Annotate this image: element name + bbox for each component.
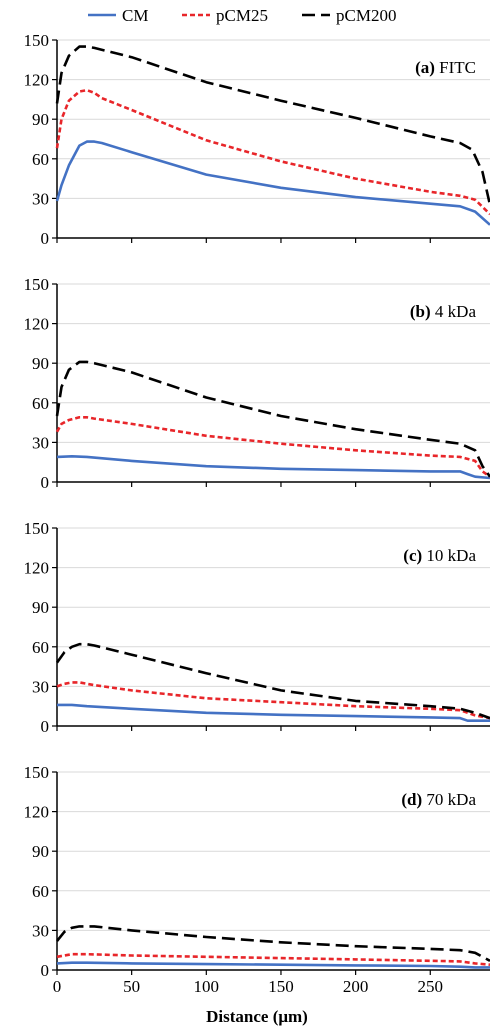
panel-name: FITC — [435, 58, 476, 77]
series-line-cm — [57, 705, 490, 721]
y-tick-label: 60 — [32, 882, 49, 901]
legend-label: CM — [122, 6, 148, 25]
panel-title: (c) 10 kDa — [403, 546, 476, 565]
x-tick-label: 0 — [53, 977, 62, 996]
y-tick-label: 120 — [24, 803, 50, 822]
y-tick-label: 30 — [32, 189, 49, 208]
panel-name: 10 kDa — [422, 546, 476, 565]
y-tick-label: 0 — [41, 229, 50, 248]
y-tick-label: 90 — [32, 110, 49, 129]
x-tick-label: 200 — [343, 977, 369, 996]
panel-letter: (b) — [410, 302, 431, 321]
y-tick-label: 120 — [24, 559, 50, 578]
y-tick-label: 150 — [24, 519, 50, 538]
x-tick-label: 150 — [268, 977, 294, 996]
legend: CM pCM25 pCM200 — [88, 6, 396, 25]
panel-title: (b) 4 kDa — [410, 302, 477, 321]
legend-item-pcm25: pCM25 — [182, 6, 268, 25]
y-tick-label: 90 — [32, 842, 49, 861]
y-tick-label: 150 — [24, 275, 50, 294]
y-tick-label: 120 — [24, 315, 50, 334]
y-tick-label: 30 — [32, 921, 49, 940]
series-line-cm — [57, 142, 490, 225]
panel-a: 0 30 60 90 120 150 (a) FITC — [24, 31, 490, 248]
y-tick-label: 60 — [32, 394, 49, 413]
x-tick-label: 250 — [418, 977, 444, 996]
y-tick-label: 0 — [41, 717, 50, 736]
y-tick-label: 0 — [41, 961, 50, 980]
panel-letter: (d) — [401, 790, 422, 809]
y-tick-label: 150 — [24, 31, 50, 50]
panel-d: 0 30 60 90 120 150 0 50 100 150 200 250 (d) 70 kDa — [24, 763, 490, 996]
x-tick-label: 50 — [123, 977, 140, 996]
legend-item-pcm200: pCM200 — [302, 6, 396, 25]
x-axis-label: Distance (μm) — [206, 1007, 308, 1026]
series-line-cm — [57, 963, 490, 968]
panel-c: 0 30 60 90 120 150 (c) 10 kDa — [24, 519, 490, 736]
legend-label: pCM25 — [216, 6, 268, 25]
y-tick-label: 120 — [24, 71, 50, 90]
y-tick-label: 90 — [32, 354, 49, 373]
series-line-pcm25 — [57, 90, 490, 214]
panel-title: (a) FITC — [415, 58, 476, 77]
y-tick-label: 30 — [32, 433, 49, 452]
y-tick-label: 60 — [32, 638, 49, 657]
panel-letter: (c) — [403, 546, 422, 565]
x-tick-label: 100 — [194, 977, 220, 996]
y-tick-label: 60 — [32, 150, 49, 169]
panel-letter: (a) — [415, 58, 435, 77]
y-tick-label: 30 — [32, 677, 49, 696]
y-tick-label: 90 — [32, 598, 49, 617]
panel-title: (d) 70 kDa — [401, 790, 476, 809]
panel-name: 4 kDa — [431, 302, 477, 321]
series-line-cm — [57, 456, 490, 478]
panels: 0 30 60 90 120 150 (a) FITC 0 30 60 90 120 150 (b) 4 … — [24, 31, 490, 996]
y-tick-label: 150 — [24, 763, 50, 782]
panel-b: 0 30 60 90 120 150 (b) 4 kDa — [24, 275, 490, 492]
legend-item-cm: CM — [88, 6, 148, 25]
legend-label: pCM200 — [336, 6, 396, 25]
y-tick-label: 0 — [41, 473, 50, 492]
panel-name: 70 kDa — [422, 790, 476, 809]
